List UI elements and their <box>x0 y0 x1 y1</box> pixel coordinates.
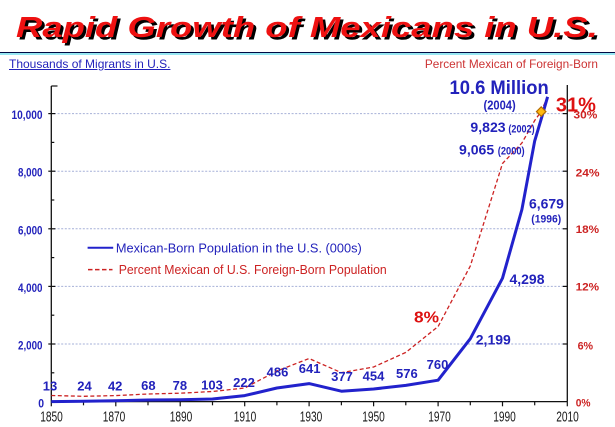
svg-text:4,298: 4,298 <box>509 271 544 287</box>
svg-text:576: 576 <box>396 366 418 381</box>
svg-text:13: 13 <box>43 379 57 394</box>
svg-text:24%: 24% <box>576 167 600 179</box>
svg-text:1890: 1890 <box>170 410 193 426</box>
svg-text:641: 641 <box>299 361 321 376</box>
svg-text:1910: 1910 <box>234 410 257 426</box>
svg-text:103: 103 <box>201 377 223 392</box>
svg-text:31%: 31% <box>556 95 596 117</box>
svg-text:1850: 1850 <box>40 410 63 426</box>
svg-text:(2002): (2002) <box>508 123 534 135</box>
svg-text:1990: 1990 <box>493 410 516 426</box>
svg-text:760: 760 <box>427 357 449 372</box>
svg-text:10.6 Million: 10.6 Million <box>450 77 549 99</box>
svg-text:0%: 0% <box>576 398 591 410</box>
svg-text:6,000: 6,000 <box>18 223 43 237</box>
svg-text:(1996): (1996) <box>531 213 561 225</box>
svg-text:377: 377 <box>331 369 353 384</box>
svg-text:78: 78 <box>173 378 187 393</box>
svg-text:0: 0 <box>38 397 44 411</box>
svg-text:9,823: 9,823 <box>470 119 505 135</box>
svg-text:1870: 1870 <box>103 410 126 426</box>
svg-text:68: 68 <box>141 378 155 393</box>
svg-text:2,000: 2,000 <box>18 339 43 353</box>
svg-text:8,000: 8,000 <box>18 166 43 180</box>
svg-text:(2000): (2000) <box>498 145 525 157</box>
svg-text:2010: 2010 <box>556 410 579 426</box>
svg-text:10,000: 10,000 <box>12 108 43 122</box>
svg-text:1950: 1950 <box>362 410 385 426</box>
svg-text:24: 24 <box>77 379 92 394</box>
svg-text:8%: 8% <box>414 310 439 327</box>
svg-text:18%: 18% <box>576 224 600 236</box>
svg-text:4,000: 4,000 <box>18 281 43 295</box>
svg-text:6,679: 6,679 <box>529 195 564 211</box>
svg-text:1970: 1970 <box>428 410 451 426</box>
svg-text:1930: 1930 <box>300 410 323 426</box>
svg-text:30%: 30% <box>574 110 598 122</box>
svg-text:486: 486 <box>267 365 289 380</box>
svg-text:42: 42 <box>108 379 122 394</box>
svg-text:Percent Mexican of U.S. Foreig: Percent Mexican of U.S. Foreign-Born Pop… <box>119 262 387 277</box>
svg-text:222: 222 <box>233 375 255 390</box>
svg-text:2,199: 2,199 <box>476 332 511 348</box>
svg-text:12%: 12% <box>576 282 600 294</box>
svg-text:Mexican-Born Population in the: Mexican-Born Population in the U.S. (000… <box>116 241 362 256</box>
svg-text:(2004): (2004) <box>484 97 516 112</box>
svg-text:9,065: 9,065 <box>459 141 494 157</box>
svg-text:454: 454 <box>363 368 385 383</box>
svg-text:6%: 6% <box>578 341 594 353</box>
